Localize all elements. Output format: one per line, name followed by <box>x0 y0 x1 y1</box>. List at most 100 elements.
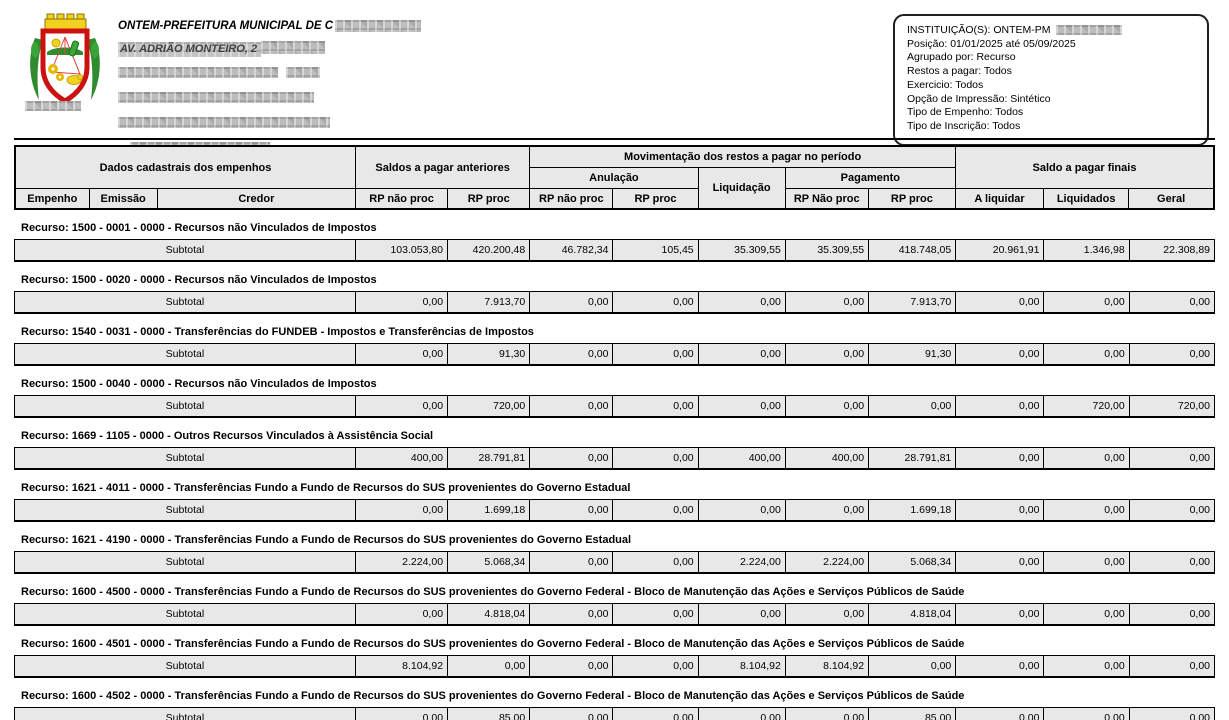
header-sub-liquidacao: Liquidação <box>697 167 786 210</box>
cell-liquidacao: 0,00 <box>697 603 786 626</box>
cell-liquidacao: 0,00 <box>697 343 786 366</box>
cell-rp-nao-proc-pagamento: 0,00 <box>784 343 870 366</box>
cell-liquidacao: 0,00 <box>697 499 786 522</box>
cell-rp-proc-pagamento: 0,00 <box>868 395 957 418</box>
cell-rp-nao-proc-pagamento: 400,00 <box>784 447 870 470</box>
col-header-geral: Geral <box>1128 188 1215 210</box>
redacted-institution-name <box>1056 25 1123 36</box>
cell-rp-proc-pagamento: 418.748,05 <box>868 239 957 262</box>
resource-groups: Recurso: 1500 - 0001 - 0000 - Recursos n… <box>14 222 1216 720</box>
resource-group: Recurso: 1621 - 4011 - 0000 - Transferên… <box>14 482 1216 522</box>
header-group-movimentacao: Movimentação dos restos a pagar no perío… <box>529 145 956 168</box>
cell-liquidados: 0,00 <box>1043 343 1130 366</box>
resource-group: Recurso: 1600 - 4501 - 0000 - Transferên… <box>14 638 1216 678</box>
cell-geral: 0,00 <box>1128 655 1216 678</box>
cell-geral: 0,00 <box>1128 447 1216 470</box>
cell-rp-nao-proc-anteriores: 103.053,80 <box>354 239 449 262</box>
cell-geral: 0,00 <box>1128 603 1216 626</box>
cell-geral: 0,00 <box>1128 707 1216 720</box>
cell-rp-proc-anteriores: 420.200,48 <box>447 239 531 262</box>
cell-liquidacao: 400,00 <box>697 447 786 470</box>
param-empenho-type: Tipo de Empenho: Todos <box>907 106 1024 119</box>
col-header-credor: Credor <box>156 188 357 210</box>
cell-geral: 0,00 <box>1128 291 1216 314</box>
cell-geral: 0,00 <box>1128 343 1216 366</box>
resource-group: Recurso: 1500 - 0001 - 0000 - Recursos n… <box>14 222 1216 262</box>
param-exercicio: Exercicio: Todos <box>907 78 984 91</box>
cell-rp-nao-proc-anulacao: 0,00 <box>529 551 614 574</box>
subtotal-row: Subtotal 0,00 720,00 0,00 0,00 0,00 0,00… <box>14 395 1216 418</box>
cell-rp-nao-proc-anulacao: 0,00 <box>529 499 614 522</box>
cell-rp-nao-proc-anteriores: 0,00 <box>354 395 449 418</box>
cell-rp-nao-proc-anteriores: 8.104,92 <box>354 655 449 678</box>
cell-a-liquidar: 0,00 <box>955 551 1045 574</box>
cell-a-liquidar: 0,00 <box>955 447 1045 470</box>
cell-rp-nao-proc-anteriores: 2.224,00 <box>354 551 449 574</box>
cell-rp-proc-anteriores: 4.818,04 <box>447 603 531 626</box>
subtotal-label-cell: Subtotal <box>14 551 356 574</box>
subtotal-label-cell: Subtotal <box>14 655 356 678</box>
cell-a-liquidar: 0,00 <box>955 291 1045 314</box>
cell-rp-proc-anteriores: 0,00 <box>447 655 531 678</box>
resource-group-title: Recurso: 1540 - 0031 - 0000 - Transferên… <box>21 326 534 338</box>
cell-rp-nao-proc-pagamento: 8.104,92 <box>784 655 870 678</box>
col-header-rp-proc-pagamento: RP proc <box>867 188 956 210</box>
cell-rp-proc-anulacao: 0,00 <box>612 707 699 720</box>
cell-rp-proc-anteriores: 7.913,70 <box>447 291 531 314</box>
cell-liquidacao: 2.224,00 <box>697 551 786 574</box>
cell-rp-proc-anulacao: 0,00 <box>612 447 699 470</box>
cell-rp-nao-proc-anulacao: 0,00 <box>529 707 614 720</box>
cell-liquidados: 0,00 <box>1043 447 1130 470</box>
cell-a-liquidar: 0,00 <box>955 707 1045 720</box>
redacted-logo-caption <box>25 101 81 111</box>
resource-group-title: Recurso: 1500 - 0001 - 0000 - Recursos n… <box>21 222 377 234</box>
resource-group: Recurso: 1540 - 0031 - 0000 - Transferên… <box>14 326 1216 366</box>
cell-rp-nao-proc-anulacao: 0,00 <box>529 447 614 470</box>
report-table-header: Dados cadastrais dos empenhos Saldos a p… <box>14 145 1215 210</box>
cell-rp-proc-anteriores: 91,30 <box>447 343 531 366</box>
cell-rp-proc-anteriores: 720,00 <box>447 395 531 418</box>
redacted-address-suffix <box>261 41 326 55</box>
cell-rp-nao-proc-pagamento: 0,00 <box>784 603 870 626</box>
cell-rp-proc-anulacao: 105,45 <box>612 239 699 262</box>
cell-rp-nao-proc-anteriores: 0,00 <box>354 291 449 314</box>
cell-rp-proc-pagamento: 4.818,04 <box>868 603 957 626</box>
cell-rp-proc-pagamento: 91,30 <box>868 343 957 366</box>
redacted-line <box>118 92 314 104</box>
resource-group-title: Recurso: 1600 - 4501 - 0000 - Transferên… <box>21 638 965 650</box>
param-restos-a-pagar: Restos a pagar: Todos <box>907 65 1012 78</box>
resource-group: Recurso: 1669 - 1105 - 0000 - Outros Rec… <box>14 430 1216 470</box>
cell-rp-proc-pagamento: 5.068,34 <box>868 551 957 574</box>
header-divider <box>14 138 1215 140</box>
subtotal-label-cell: Subtotal <box>14 707 356 720</box>
subtotal-label-cell: Subtotal <box>14 447 356 470</box>
resource-group-title: Recurso: 1621 - 4190 - 0000 - Transferên… <box>21 534 632 546</box>
redacted-line <box>118 67 278 79</box>
header-group-dados-cadastrais: Dados cadastrais dos empenhos <box>14 145 357 189</box>
cell-liquidacao: 35.309,55 <box>697 239 786 262</box>
cell-liquidados: 1.346,98 <box>1043 239 1130 262</box>
cell-rp-proc-pagamento: 7.913,70 <box>868 291 957 314</box>
cell-rp-nao-proc-pagamento: 0,00 <box>784 395 870 418</box>
cell-rp-proc-pagamento: 0,00 <box>868 655 957 678</box>
cell-rp-nao-proc-pagamento: 2.224,00 <box>784 551 870 574</box>
cell-rp-proc-anulacao: 0,00 <box>612 551 699 574</box>
cell-rp-proc-anteriores: 28.791,81 <box>447 447 531 470</box>
cell-geral: 0,00 <box>1128 551 1216 574</box>
redacted-line <box>118 117 330 129</box>
cell-a-liquidar: 0,00 <box>955 395 1045 418</box>
cell-rp-nao-proc-anulacao: 0,00 <box>529 655 614 678</box>
cell-rp-nao-proc-anteriores: 0,00 <box>354 603 449 626</box>
org-address-partially-redacted: AV. ADRIÃO MONTEIRO, 2 <box>118 42 261 57</box>
cell-rp-proc-anulacao: 0,00 <box>612 395 699 418</box>
cell-liquidados: 0,00 <box>1043 499 1130 522</box>
col-header-rp-nao-proc-anteriores: RP não proc <box>355 188 449 210</box>
cell-liquidados: 0,00 <box>1043 707 1130 720</box>
resource-group-title: Recurso: 1500 - 0040 - 0000 - Recursos n… <box>21 378 377 390</box>
cell-rp-proc-anulacao: 0,00 <box>612 603 699 626</box>
cell-liquidados: 720,00 <box>1043 395 1130 418</box>
cell-rp-nao-proc-pagamento: 0,00 <box>784 707 870 720</box>
subtotal-row: Subtotal 0,00 91,30 0,00 0,00 0,00 0,00 … <box>14 343 1216 366</box>
resource-group: Recurso: 1600 - 4502 - 0000 - Transferên… <box>14 690 1216 720</box>
cell-rp-nao-proc-anteriores: 0,00 <box>354 343 449 366</box>
